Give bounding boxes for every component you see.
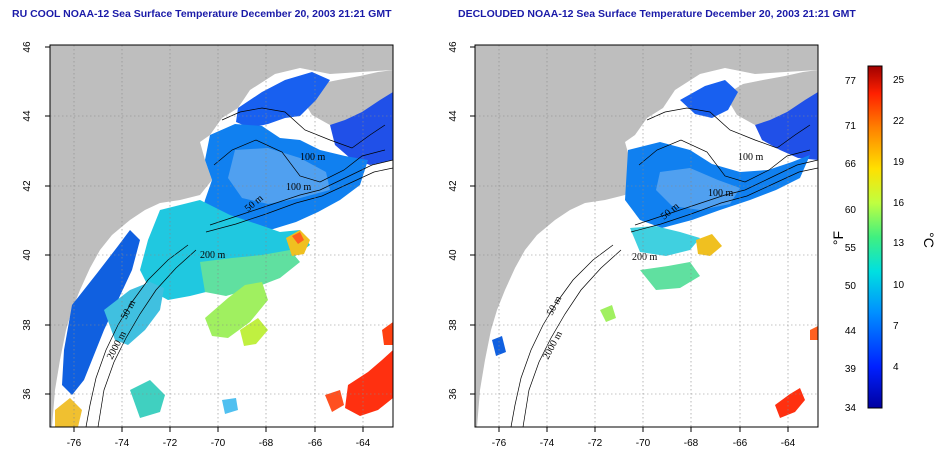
y-tick-label: 46 xyxy=(448,41,459,53)
c-tick-label: 10 xyxy=(893,280,905,291)
right-map-panel: 100 m 100 m 50 m 200 m 50 m 2000 m xyxy=(448,41,819,449)
f-tick-label: 60 xyxy=(845,205,857,216)
contour-label-100m-2: 100 m xyxy=(708,188,734,199)
bathymetry-contours-right xyxy=(510,107,818,427)
c-tick-label: 19 xyxy=(893,157,905,168)
x-axis-ticks-right: -76 -74 -72 -70 -68 -66 -64 xyxy=(492,438,796,449)
f-tick-label: 34 xyxy=(845,403,857,414)
f-tick-label: 77 xyxy=(845,76,857,87)
y-tick-label: 40 xyxy=(448,249,459,261)
y-tick-label: 38 xyxy=(22,319,33,331)
x-tick-label: -64 xyxy=(781,438,796,449)
fahrenheit-unit-label: °F xyxy=(830,231,846,245)
x-tick-label: -66 xyxy=(308,438,323,449)
x-tick-label: -74 xyxy=(540,438,555,449)
x-tick-label: -68 xyxy=(684,438,699,449)
x-tick-label: -70 xyxy=(211,438,226,449)
x-tick-label: -76 xyxy=(67,438,82,449)
x-tick-label: -76 xyxy=(492,438,507,449)
y-tick-label: 38 xyxy=(448,319,459,331)
f-tick-label: 39 xyxy=(845,364,857,375)
colorbar-gradient xyxy=(867,65,883,409)
f-tick-label: 71 xyxy=(845,121,857,132)
celsius-ticks: 25 22 19 16 13 10 7 4 xyxy=(893,75,905,373)
y-tick-label: 36 xyxy=(448,388,459,400)
x-tick-label: -72 xyxy=(588,438,603,449)
map-frame-right xyxy=(474,44,819,428)
x-tick-label: -70 xyxy=(636,438,651,449)
x-tick-label: -72 xyxy=(163,438,178,449)
land-mass xyxy=(475,45,818,427)
x-tick-label: -66 xyxy=(733,438,748,449)
x-tick-label: -64 xyxy=(356,438,371,449)
sst-patches-right xyxy=(492,80,818,418)
temperature-colorbar: 77 71 66 60 55 50 44 39 34 25 22 19 16 1… xyxy=(830,65,937,414)
f-tick-label: 50 xyxy=(845,281,857,292)
left-map-title: RU COOL NOAA-12 Sea Surface Temperature … xyxy=(12,8,392,20)
fahrenheit-ticks: 77 71 66 60 55 50 44 39 34 xyxy=(845,76,857,414)
contour-label-100m: 100 m xyxy=(738,152,764,163)
x-tick-label: -74 xyxy=(115,438,130,449)
f-tick-label: 44 xyxy=(845,326,857,337)
y-axis-ticks-left: 46 44 42 40 38 36 xyxy=(22,41,33,400)
contour-label-200m: 200 m xyxy=(632,252,658,263)
gridlines-left xyxy=(50,45,393,427)
c-tick-label: 16 xyxy=(893,198,905,209)
c-tick-label: 22 xyxy=(893,116,905,127)
y-axis-ticks-right: 46 44 42 40 38 36 xyxy=(448,41,459,400)
y-tick-label: 42 xyxy=(448,180,459,192)
contour-label-100m-2: 100 m xyxy=(286,182,312,193)
sst-patches-left xyxy=(55,72,393,427)
contour-label-100m: 100 m xyxy=(300,152,326,163)
gridlines-right xyxy=(475,45,818,427)
y-tick-label: 44 xyxy=(22,110,33,122)
land-mass xyxy=(50,45,393,427)
f-tick-label: 66 xyxy=(845,159,857,170)
c-tick-label: 25 xyxy=(893,75,905,86)
y-tick-label: 44 xyxy=(448,110,459,122)
map-frame-left xyxy=(49,44,394,428)
y-tick-label: 36 xyxy=(22,388,33,400)
x-tick-label: -68 xyxy=(259,438,274,449)
y-tick-label: 40 xyxy=(22,249,33,261)
f-tick-label: 55 xyxy=(845,243,857,254)
y-tick-label: 42 xyxy=(22,180,33,192)
right-map-title: DECLOUDED NOAA-12 Sea Surface Temperatur… xyxy=(458,8,856,20)
contour-label-200m: 200 m xyxy=(200,250,226,261)
x-axis-ticks-left: -76 -74 -72 -70 -68 -66 -64 xyxy=(67,438,371,449)
y-tick-label: 46 xyxy=(22,41,33,53)
c-tick-label: 4 xyxy=(893,362,899,373)
c-tick-label: 7 xyxy=(893,321,899,332)
left-map-panel: 100 m 100 m 50 m 200 m 50 m 2000 m xyxy=(22,41,394,449)
celsius-unit-label: °C xyxy=(921,232,937,248)
c-tick-label: 13 xyxy=(893,238,905,249)
